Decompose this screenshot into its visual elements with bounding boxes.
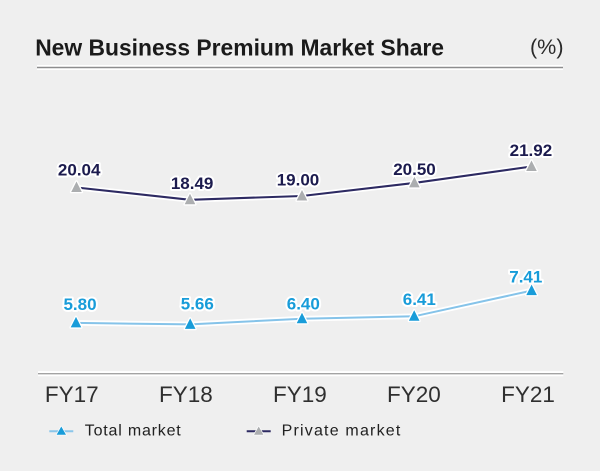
svg-text:20.04: 20.04 [58,161,101,180]
svg-text:5.80: 5.80 [63,295,96,314]
svg-text:FY20: FY20 [387,382,441,407]
svg-text:New Business Premium Market Sh: New Business Premium Market Share [35,34,444,60]
svg-text:5.66: 5.66 [181,295,214,314]
svg-text:FY19: FY19 [273,382,327,407]
svg-text:21.92: 21.92 [510,141,553,160]
svg-text:FY21: FY21 [501,382,555,407]
svg-text:6.41: 6.41 [403,290,436,309]
svg-text:20.50: 20.50 [393,160,436,179]
svg-text:6.40: 6.40 [287,294,320,313]
svg-text:FY17: FY17 [45,382,99,407]
svg-text:19.00: 19.00 [277,170,320,189]
svg-text:7.41: 7.41 [509,267,542,286]
svg-text:18.49: 18.49 [171,174,214,193]
svg-text:Total market: Total market [85,423,182,440]
svg-text:Private market: Private market [282,423,402,440]
svg-text:FY18: FY18 [159,382,213,407]
svg-text:(%): (%) [530,35,564,59]
